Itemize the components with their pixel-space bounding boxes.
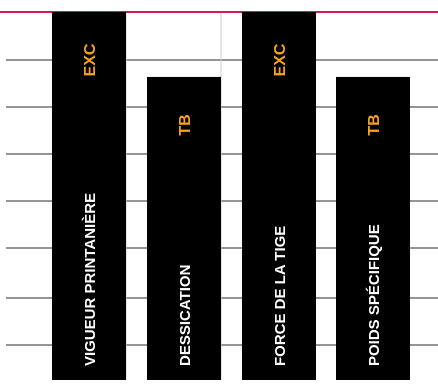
column-band-3 <box>319 12 332 380</box>
bar-4 <box>336 76 410 381</box>
bar-category-label-4: POIDS SPÉCIFIQUE <box>366 224 383 366</box>
bar-labels: EXC VIGUEUR PRINTANIÈRE TB DESSICATION EXC FO… <box>82 43 383 366</box>
bar-3 <box>242 12 316 380</box>
column-band-2 <box>225 12 238 380</box>
bar-value-label-4: TB <box>366 114 383 135</box>
bar-category-label-2: DESSICATION <box>177 265 194 366</box>
bar-value-label-3: EXC <box>272 43 289 76</box>
column-band-1 <box>130 12 143 380</box>
column-band-4 <box>414 12 434 380</box>
column-band-0 <box>4 12 48 380</box>
bar-category-label-3: FORCE DE LA TIGE <box>272 226 289 366</box>
bar-1 <box>52 12 126 380</box>
bar-value-label-1: EXC <box>82 43 99 76</box>
column-bands <box>4 12 434 380</box>
bars <box>52 12 410 381</box>
bar-category-label-1: VIGUEUR PRINTANIÈRE <box>82 193 99 366</box>
bar-value-label-2: TB <box>177 114 194 135</box>
bar-2 <box>147 76 221 381</box>
